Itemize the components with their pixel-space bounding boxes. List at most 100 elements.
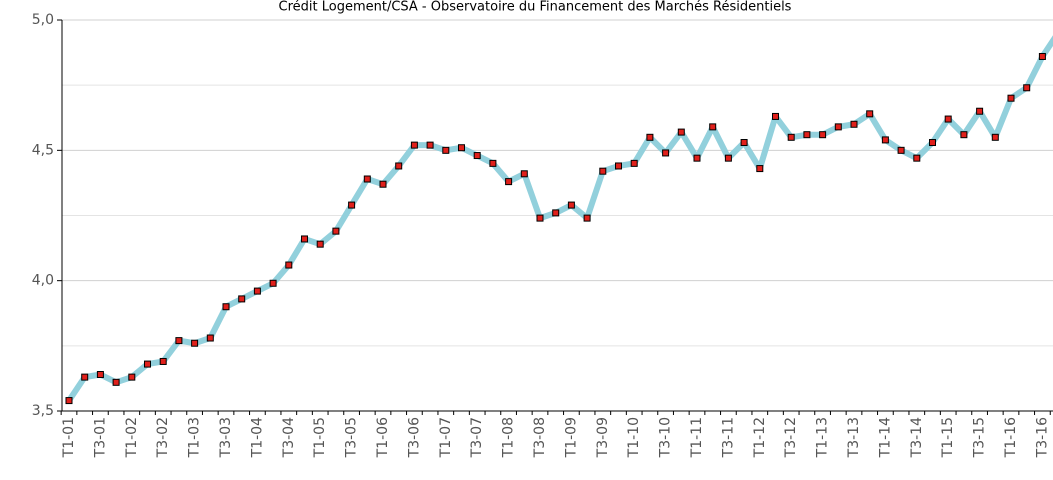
x-tick-label: T3-09	[595, 417, 611, 458]
point-marker	[881, 136, 889, 144]
x-tick-label: T3-14	[909, 417, 925, 458]
point-marker	[756, 165, 764, 173]
x-tick-label: T1-04	[249, 417, 265, 458]
x-tick-label: T3-13	[846, 417, 862, 458]
point-marker	[269, 279, 277, 287]
x-tick-label: T3-02	[155, 417, 171, 458]
point-marker	[489, 159, 497, 167]
point-marker	[473, 152, 481, 160]
point-marker	[819, 131, 827, 139]
x-tick-label: T1-11	[689, 417, 705, 458]
point-marker	[913, 154, 921, 162]
point-marker	[316, 240, 324, 248]
point-marker	[1023, 84, 1031, 92]
x-tick-label: T1-16	[1003, 417, 1019, 458]
point-marker	[772, 112, 779, 120]
point-marker	[724, 154, 732, 162]
point-marker	[363, 175, 371, 183]
x-tick-label: T3-03	[218, 417, 234, 458]
point-marker	[505, 178, 513, 186]
x-tick-label: T1-03	[187, 417, 203, 458]
point-marker	[536, 214, 544, 222]
point-marker	[175, 337, 183, 345]
point-marker	[834, 123, 842, 131]
x-tick-label: T3-16	[1034, 417, 1050, 458]
point-marker	[128, 373, 136, 381]
point-marker	[583, 214, 591, 222]
point-marker	[991, 133, 999, 141]
x-tick-label: T1-02	[124, 417, 140, 458]
point-marker	[866, 110, 874, 118]
point-marker	[159, 357, 167, 365]
point-marker	[803, 131, 811, 139]
point-marker	[442, 146, 450, 154]
point-marker	[552, 209, 560, 217]
point-marker	[709, 123, 717, 131]
point-marker	[567, 201, 575, 209]
point-marker	[458, 144, 465, 152]
point-marker	[520, 170, 528, 178]
point-marker	[206, 334, 214, 342]
point-marker	[96, 371, 104, 379]
point-marker	[81, 373, 89, 381]
x-tick-label: T3-08	[532, 417, 548, 458]
point-marker	[332, 227, 340, 235]
point-marker	[787, 133, 795, 141]
point-marker	[144, 360, 151, 368]
x-tick-label: T3-12	[783, 417, 799, 458]
y-tick-label: 3,5	[32, 403, 54, 419]
x-tick-label: T1-10	[626, 417, 642, 458]
point-marker	[348, 201, 356, 209]
point-marker	[379, 180, 387, 188]
point-marker	[238, 295, 246, 303]
point-marker	[976, 107, 984, 115]
point-marker	[897, 146, 905, 154]
point-marker	[112, 378, 120, 386]
point-marker	[1038, 52, 1046, 60]
point-marker	[253, 287, 261, 295]
x-tick-label: T1-09	[563, 417, 579, 458]
point-marker	[630, 159, 638, 167]
point-marker	[65, 397, 73, 405]
point-marker	[410, 141, 418, 149]
x-tick-label: T1-12	[752, 417, 768, 458]
x-tick-label: T1-05	[312, 417, 328, 458]
point-marker	[662, 149, 670, 157]
x-tick-label: T3-04	[281, 417, 297, 458]
point-marker	[929, 139, 936, 147]
point-marker	[960, 131, 968, 139]
point-marker	[944, 115, 952, 123]
x-tick-label: T3-01	[92, 417, 108, 458]
point-marker	[646, 133, 654, 141]
x-tick-label: T1-07	[438, 417, 454, 458]
x-tick-label: T3-15	[972, 417, 988, 458]
x-tick-label: T3-05	[344, 417, 360, 458]
y-tick-label: 5,0	[32, 12, 54, 28]
point-marker	[301, 235, 308, 243]
point-marker	[693, 154, 701, 162]
x-tick-label: T1-06	[375, 417, 391, 458]
x-tick-label: T3-10	[658, 417, 674, 458]
point-marker	[1007, 94, 1015, 102]
chart-title: Crédit Logement/CSA - Observatoire du Fi…	[279, 0, 792, 15]
x-tick-label: T1-13	[815, 417, 831, 458]
point-marker	[615, 162, 622, 170]
y-tick-label: 4,0	[32, 273, 54, 289]
point-marker	[599, 167, 607, 175]
x-tick-label: T1-15	[940, 417, 956, 458]
x-tick-label: T3-06	[406, 417, 422, 458]
x-tick-label: T3-11	[720, 417, 736, 458]
point-marker	[426, 141, 434, 149]
x-tick-label: T1-01	[61, 417, 77, 458]
point-marker	[677, 128, 685, 136]
point-marker	[285, 261, 293, 269]
point-marker	[191, 339, 199, 347]
x-tick-label: T3-07	[469, 417, 485, 458]
point-marker	[222, 303, 230, 311]
y-tick-label: 4,5	[32, 142, 54, 158]
point-marker	[850, 120, 858, 128]
point-marker	[395, 162, 403, 170]
x-tick-label: T1-08	[501, 417, 517, 458]
series-line	[66, 35, 1053, 403]
